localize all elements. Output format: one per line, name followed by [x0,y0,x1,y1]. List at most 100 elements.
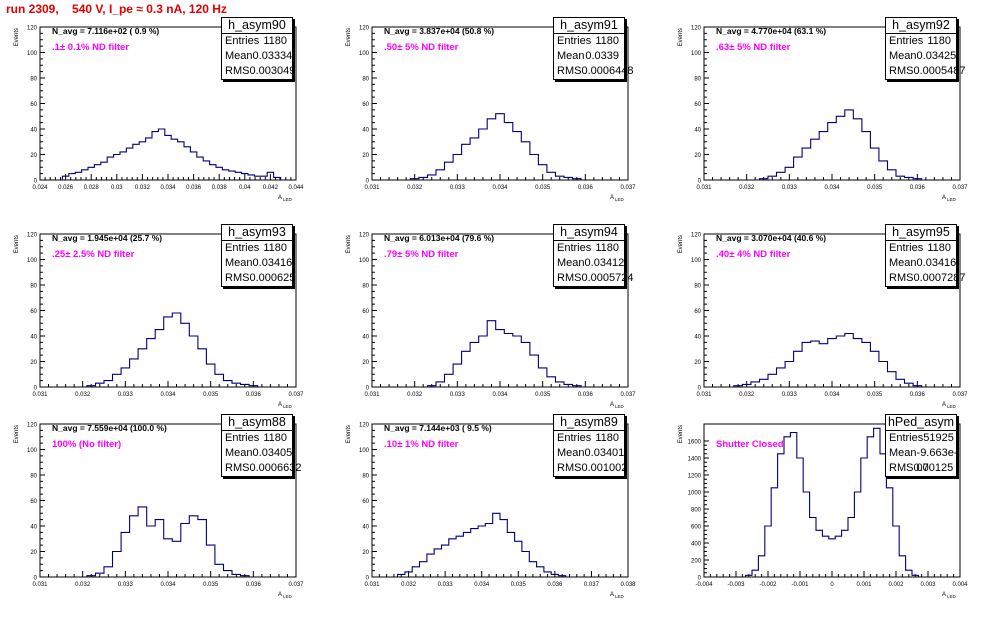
x-tick-label: 0.002 [888,582,904,588]
histogram-panel-h-asym95: 0 20 40 60 80 100 120 0.031 0.032 0.033 0.034 0.035… [664,224,996,431]
histogram-bin [427,175,436,180]
histogram-bin [462,144,471,180]
histogram-bin [206,545,215,577]
rms-value: 0.0006632 [249,462,302,474]
entries-value: 1180 [263,242,287,254]
entries-value: 1180 [263,432,287,444]
histogram-bin [870,148,879,180]
mean-row: Mean 0.03416 [222,256,292,271]
histogram-series [758,109,923,180]
x-tick-label: 0.04 [239,185,251,191]
histogram-plot: 0 20 40 60 80 100 120 0.031 0.032 0.033 0.034 0.035… [678,233,968,410]
histogram-bin [496,114,505,180]
stats-box: h_asym94 Entries 1180 Mean 0.03412 RMS 0.00057… [553,224,633,287]
x-tick-label: 0.001 [856,582,872,588]
histogram-bin [797,458,803,577]
histogram-bin [434,549,441,577]
histogram-bin [198,349,207,387]
histogram-name: h_asym89 [554,415,624,431]
filter-label: Shutter Closed [716,439,784,450]
rms-row: RMS 0.0005487 [886,64,965,79]
histogram-bin [198,520,207,577]
x-tick-label: 0.034 [474,582,490,588]
y-tick-label: 60 [362,102,369,108]
histogram-name: h_asym95 [886,225,956,241]
x-tick-label: 0.036 [246,392,262,398]
x-tick-label: 0.033 [450,185,466,191]
y-axis-label: Events [14,425,20,443]
histogram-bin [427,554,434,577]
rms-value: 0.0007287 [913,272,966,284]
histogram-bin [181,323,190,387]
y-tick-label: 120 [359,423,370,429]
histogram-bin [267,172,273,180]
y-tick-label: 80 [30,77,37,83]
filter-label: .40± 4% ND filter [716,249,791,260]
entries-label: Entries [225,35,260,47]
y-tick-label: 1400 [688,457,702,463]
filter-label: 100% (No filter) [52,439,122,450]
y-tick-label: 40 [30,128,37,134]
histogram-bin [853,119,862,180]
rms-value: 0.0005487 [913,65,966,77]
entries-row: Entries 1180 [222,431,292,446]
y-tick-label: 120 [691,26,702,32]
x-tick-label: 0.035 [203,392,219,398]
x-tick-label: 0.036 [578,392,594,398]
navg-label: N_avg = 1.945e+04 (25.7 %) [52,233,163,243]
x-tick-label: 0 [830,582,834,588]
histogram-bin [522,552,529,578]
histogram-bin [487,119,496,180]
rms-row: RMS 0.001002 [554,461,627,476]
y-tick-label: 100 [359,51,370,57]
histogram-bin [449,539,456,577]
entries-value: 1180 [263,35,287,47]
histogram-bin [521,342,530,387]
mean-label: Mean [557,257,585,269]
x-tick-label: 0.035 [511,582,527,588]
y-axis-label: Events [14,28,20,46]
navg-label: N_avg = 3.070e+04 (40.6 %) [716,233,827,243]
histogram-bin [95,383,104,387]
histogram-bin [139,142,145,180]
histogram-bin [456,536,463,577]
histogram-bin [828,123,837,180]
rms-value: 0.000625 [249,272,296,284]
histogram-bin [794,157,803,180]
histogram-name: h_asym91 [554,18,624,34]
mean-value: 0.0339 [585,50,619,62]
y-tick-label: 20 [362,360,369,366]
histogram-bin [479,336,488,387]
y-tick-label: 80 [30,284,37,290]
histogram-bin [412,567,419,577]
y-tick-label: 1200 [688,474,702,480]
entries-value: 1180 [595,242,619,254]
histogram-bin [530,155,539,181]
x-tick-label: 0.032 [407,392,423,398]
histogram-bin [500,520,507,577]
histogram-panel-h-asym88: 0 20 40 60 80 100 120 0.031 0.032 0.033 0.034 0.035… [0,414,332,621]
histogram-bin [835,536,841,577]
y-tick-label: 120 [691,233,702,239]
x-tick-label: 0.036 [186,185,202,191]
histogram-bin [759,379,768,387]
histogram-bin [223,571,232,577]
rms-label: RMS [557,462,582,474]
y-tick-label: 20 [362,153,369,159]
histogram-panel-hped-asym: 0 200 400 600 800 1000 1200 1400 1600 -0.004 -0.00… [664,414,996,621]
histogram-bin [819,132,828,180]
mean-label: Mean [889,447,917,459]
y-tick-label: 60 [362,499,369,505]
histogram-bin [235,172,241,180]
y-tick-label: 800 [691,508,702,514]
histogram-series [86,312,259,387]
histogram-bin [420,562,427,577]
x-tick-label: -0.002 [759,582,777,588]
histogram-bin [573,386,582,387]
histogram-bin [470,342,479,387]
mean-value: -9.663e-07 [916,447,958,474]
histogram-bin [765,526,771,577]
x-axis-label: ALED [610,402,625,409]
stats-box: h_asym91 Entries 1180 Mean 0.0339 RMS 0.000644… [553,17,633,80]
histogram-bin [504,123,513,180]
